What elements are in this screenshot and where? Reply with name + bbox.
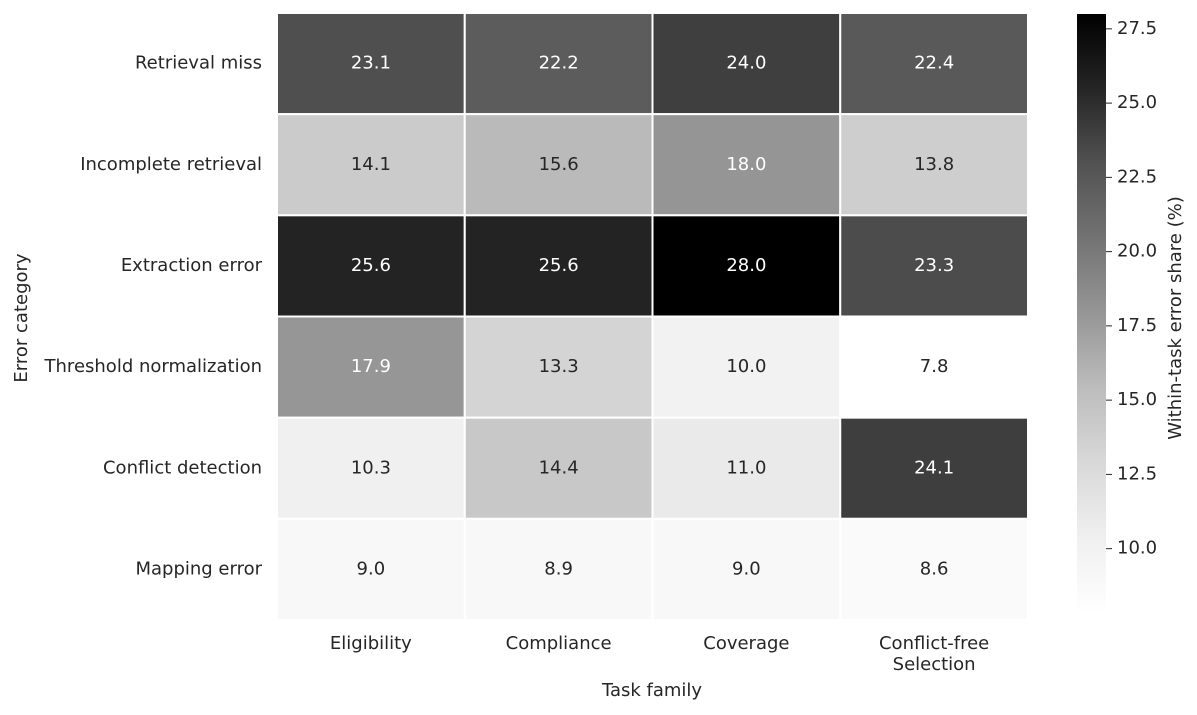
colorbar-tick-label: 22.5 xyxy=(1117,166,1157,187)
colorbar-label: Within-task error share (%) xyxy=(1165,196,1186,439)
heatmap-cell xyxy=(651,12,842,116)
y-tick-label: Retrieval miss xyxy=(135,53,262,74)
x-tick-label: Coverage xyxy=(703,633,790,654)
cell-label: 9.0 xyxy=(357,558,386,579)
heatmap-cell xyxy=(839,315,1029,419)
cell-label: 10.3 xyxy=(351,457,391,478)
x-tick-label: Eligibility xyxy=(329,633,412,654)
heatmap-cell xyxy=(839,12,1029,116)
heatmap-cell xyxy=(276,12,466,116)
cell-label: 14.1 xyxy=(351,154,391,175)
x-axis-label: Task family xyxy=(601,680,702,701)
cell-label: 22.4 xyxy=(914,53,954,74)
heatmap-cell xyxy=(839,416,1029,520)
cell-label: 8.6 xyxy=(920,558,949,579)
cell-label: 14.4 xyxy=(539,457,579,478)
cell-label: 13.3 xyxy=(539,356,579,377)
cell-label: 24.1 xyxy=(914,457,954,478)
heatmap-cell xyxy=(276,517,466,621)
cell-label: 13.8 xyxy=(914,154,954,175)
heatmap-cell xyxy=(463,315,654,419)
colorbar-tick-label: 20.0 xyxy=(1117,241,1157,262)
colorbar xyxy=(1077,14,1106,614)
y-tick-label: Conflict detection xyxy=(103,457,262,478)
heatmap-cell xyxy=(839,517,1029,621)
cell-label: 15.6 xyxy=(539,154,579,175)
y-tick-label: Mapping error xyxy=(135,558,262,579)
cell-label: 25.6 xyxy=(351,255,391,276)
y-tick-label: Extraction error xyxy=(121,255,263,276)
y-tick-label: Threshold normalization xyxy=(44,356,262,377)
colorbar-tick-label: 10.0 xyxy=(1117,538,1157,559)
cell-label: 23.3 xyxy=(914,255,954,276)
colorbar-tick-label: 12.5 xyxy=(1117,463,1157,484)
cell-label: 17.9 xyxy=(351,356,391,377)
heatmap-cell xyxy=(463,416,654,520)
y-axis-label: Error category xyxy=(11,253,32,382)
cell-label: 24.0 xyxy=(726,53,766,74)
colorbar-tick-label: 15.0 xyxy=(1117,389,1157,410)
cell-label: 22.2 xyxy=(539,53,579,74)
heatmap-cell xyxy=(276,416,466,520)
heatmap-cell xyxy=(463,113,654,217)
cell-label: 28.0 xyxy=(726,255,766,276)
heatmap-cell xyxy=(463,12,654,116)
cell-label: 10.0 xyxy=(726,356,766,377)
colorbar-tick-label: 27.5 xyxy=(1117,18,1157,39)
cell-label: 25.6 xyxy=(539,255,579,276)
heatmap-cell xyxy=(463,214,654,318)
x-tick-label: Conflict-free Selection xyxy=(878,633,990,675)
colorbar-tick-label: 17.5 xyxy=(1117,315,1157,336)
heatmap-cell xyxy=(839,113,1029,217)
cell-label: 7.8 xyxy=(920,356,949,377)
cell-label: 18.0 xyxy=(726,154,766,175)
cell-label: 11.0 xyxy=(726,457,766,478)
heatmap-cell xyxy=(651,517,842,621)
cell-label: 23.1 xyxy=(351,53,391,74)
x-tick-label: Compliance xyxy=(505,633,612,654)
heatmap-cell xyxy=(839,214,1029,318)
cell-label: 9.0 xyxy=(732,558,761,579)
heatmap-cell xyxy=(463,517,654,621)
y-tick-label: Incomplete retrieval xyxy=(80,154,262,175)
cell-label: 8.9 xyxy=(544,558,573,579)
colorbar-tick-label: 25.0 xyxy=(1117,92,1157,113)
heatmap-cell xyxy=(651,416,842,520)
